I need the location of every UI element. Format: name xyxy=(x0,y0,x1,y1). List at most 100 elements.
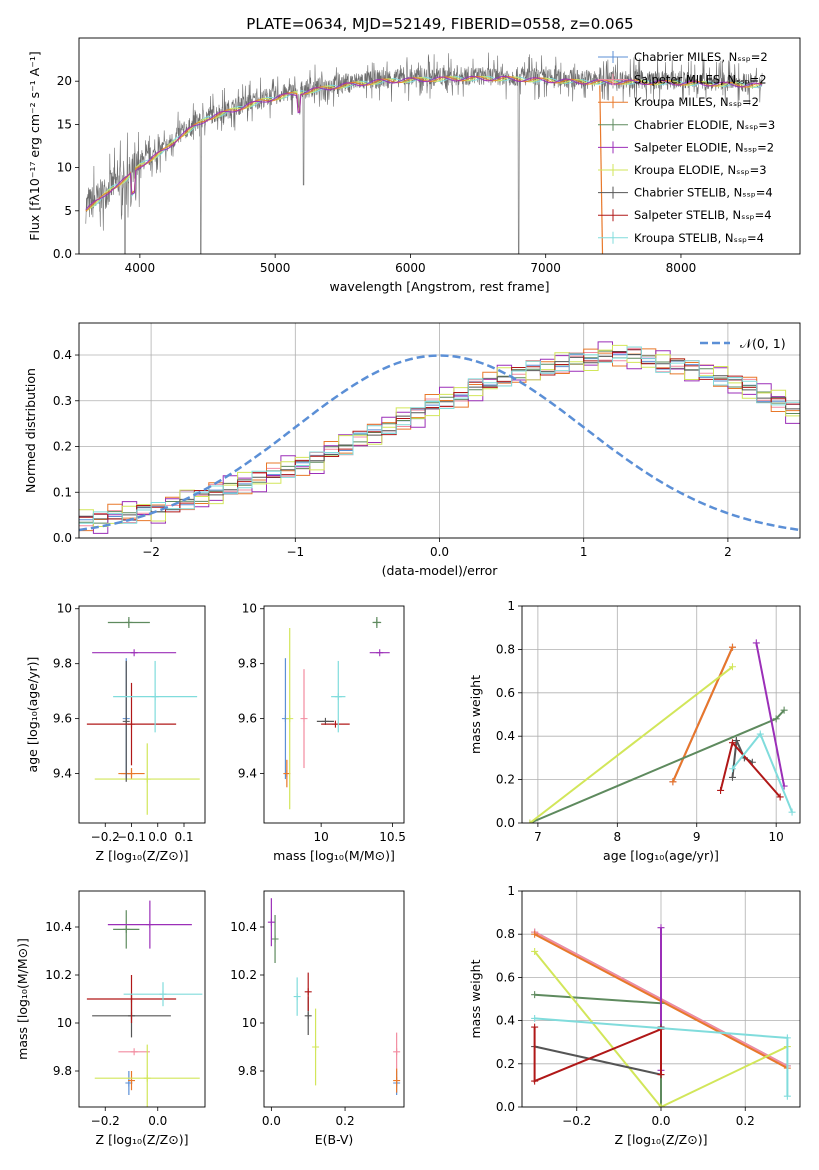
data-point xyxy=(304,988,312,996)
data-point xyxy=(143,1074,151,1082)
plot-area xyxy=(267,898,401,1095)
y-tick-label: 0.8 xyxy=(496,927,515,941)
weight-series-line xyxy=(533,950,788,1107)
x-tick-label: −0.2 xyxy=(91,830,120,844)
legend-label: Kroupa ELODIE, Nₛₛₚ=3 xyxy=(634,163,767,177)
data-point xyxy=(143,775,151,783)
data-point xyxy=(159,990,167,998)
model-spectrum-line xyxy=(85,75,763,212)
legend-label: 𝒩(0, 1) xyxy=(740,336,786,351)
y-tick-label: 5 xyxy=(64,204,72,218)
y-tick-label: 0.1 xyxy=(53,485,72,499)
axes-frame xyxy=(78,37,801,255)
data-point xyxy=(728,765,736,773)
x-tick-label: 0.0 xyxy=(430,545,449,559)
plot-area xyxy=(281,616,390,810)
figure-title: PLATE=0634, MJD=52149, FIBERID=0558, z=0… xyxy=(246,15,633,33)
data-point xyxy=(657,1103,665,1107)
weight-series-line xyxy=(534,1027,662,1076)
x-tick-label: 0.0 xyxy=(148,1114,167,1128)
data-point xyxy=(531,1014,539,1022)
plot-area xyxy=(86,616,200,815)
mass-vs-Z-chart: −0.2 0.0 9.8 10 10.2 10.4 Z [log₁₀(Z/Z⊙)] mass … xyxy=(15,890,206,1147)
age-vs-mass-chart: 10 10.5 9.4 9.6 9.8 10 mass [log₁₀(M/M⊙)] xyxy=(238,602,406,863)
weight-series-line xyxy=(671,646,734,783)
axes-frame xyxy=(521,890,801,1108)
x-tick-label: 10 xyxy=(769,830,784,844)
legend-label: Chabrier MILES, Nₛₛₚ=2 xyxy=(634,50,768,64)
legend-label: Salpeter ELODIE, Nₛₛₚ=2 xyxy=(634,140,774,154)
data-point xyxy=(669,778,677,786)
data-point xyxy=(376,649,384,657)
data-point xyxy=(293,993,301,1001)
y-tick-label: 0.0 xyxy=(496,816,515,830)
x-tick-label: 8000 xyxy=(666,261,697,275)
weight-vs-age-chart: 7 8 9 10 0.0 0.2 0.4 0.6 0.8 1 age [log₁₀(age/yr)]… xyxy=(468,599,801,863)
plot-area xyxy=(86,900,203,1107)
legend-label: Kroupa MILES, Nₛₛₚ=2 xyxy=(634,95,759,109)
y-tick-label: 0.0 xyxy=(53,531,72,545)
x-axis-label: wavelength [Angstrom, rest frame] xyxy=(329,279,549,294)
y-tick-label: 10 xyxy=(242,602,257,616)
x-tick-label: 7000 xyxy=(530,261,561,275)
weight-series-line xyxy=(731,732,794,813)
data-point xyxy=(146,921,154,929)
y-tick-label: 0.4 xyxy=(496,1014,515,1028)
x-axis-label: age [log₁₀(age/yr)] xyxy=(603,848,719,863)
y-tick-label: 10.2 xyxy=(230,968,257,982)
data-point xyxy=(772,715,780,723)
plot-area xyxy=(79,341,800,534)
x-tick-label: 7 xyxy=(534,830,542,844)
histogram-series xyxy=(79,349,800,521)
histogram-series xyxy=(79,351,800,520)
legend-label: Salpeter STELIB, Nₛₛₚ=4 xyxy=(634,208,772,222)
data-point xyxy=(373,618,381,626)
y-axis-label: mass weight xyxy=(468,959,483,1038)
legend-label: Chabrier ELODIE, Nₛₛₚ=3 xyxy=(634,118,775,132)
data-point xyxy=(393,1077,401,1085)
y-tick-label: 10 xyxy=(57,1016,72,1030)
spectrum-chart: 4000 5000 6000 7000 8000 0.0 5 10 15 20 wavelength… xyxy=(27,37,801,294)
y-tick-label: 0.3 xyxy=(53,394,72,408)
data-point xyxy=(151,693,159,701)
data-point xyxy=(732,737,740,745)
x-tick-label: 0.0 xyxy=(262,1114,281,1128)
y-tick-label: 10 xyxy=(57,161,72,175)
x-tick-label: 10.5 xyxy=(379,830,406,844)
data-point xyxy=(334,693,342,701)
weight-series-line xyxy=(533,1027,662,1083)
y-tick-label: 0.8 xyxy=(496,642,515,656)
data-point xyxy=(526,819,534,823)
data-point xyxy=(531,1077,539,1085)
y-tick-label: 10 xyxy=(57,602,72,616)
x-tick-label: 10 xyxy=(314,830,329,844)
y-tick-label: 9.8 xyxy=(238,1064,257,1078)
charts-container: 4000 5000 6000 7000 8000 0.0 5 10 15 20 wavelength… xyxy=(15,37,801,1147)
data-point xyxy=(122,925,130,933)
x-tick-label: −2 xyxy=(142,545,160,559)
x-tick-label: −0.2 xyxy=(91,1114,120,1128)
y-tick-label: 20 xyxy=(57,74,72,88)
y-tick-label: 0.2 xyxy=(496,1057,515,1071)
x-tick-label: −0.2 xyxy=(562,1114,591,1128)
histogram-series xyxy=(79,350,800,524)
x-tick-label: 4000 xyxy=(125,261,156,275)
weight-series-line xyxy=(529,666,734,823)
plot-area xyxy=(531,924,791,1107)
y-axis-label: Normed distribution xyxy=(23,368,38,493)
y-tick-label: 0.0 xyxy=(496,1100,515,1114)
weight-vs-Z-chart: −0.2 0.0 0.2 0.0 0.2 0.4 0.6 0.8 1 Z [log₁₀(Z/Z⊙)… xyxy=(468,884,801,1147)
x-axis-label: (data-model)/error xyxy=(382,563,499,578)
y-tick-label: 0.2 xyxy=(53,440,72,454)
y-tick-label: 9.4 xyxy=(238,767,257,781)
plot-area xyxy=(526,639,796,823)
legend-label: Kroupa STELIB, Nₛₛₚ=4 xyxy=(634,231,764,245)
x-tick-label: 9 xyxy=(693,830,701,844)
y-tick-label: 10.4 xyxy=(45,920,72,934)
axes-frame xyxy=(78,605,206,824)
data-point xyxy=(286,715,294,723)
data-point xyxy=(128,995,135,1003)
y-tick-label: 9.6 xyxy=(53,712,72,726)
x-tick-label: 1 xyxy=(580,545,588,559)
x-tick-label: −0.1 xyxy=(117,830,146,844)
